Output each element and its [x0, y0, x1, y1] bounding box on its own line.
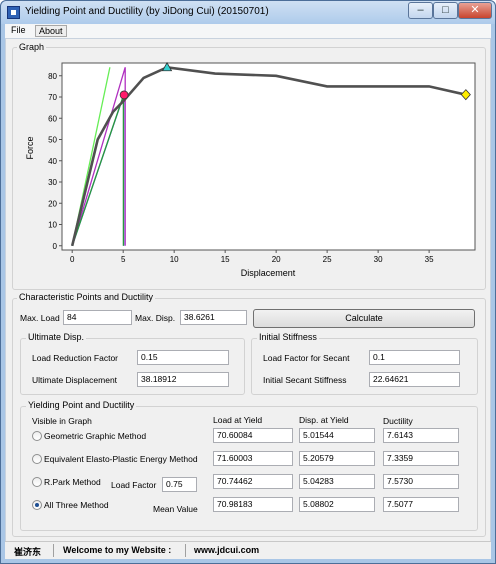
max-load-field[interactable]: 84 [63, 310, 132, 325]
max-disp-label: Max. Disp. [135, 313, 176, 323]
yield-disp-field[interactable]: 5.08802 [299, 497, 375, 512]
point-marker [161, 61, 173, 72]
force-displacement-chart: 0 5 10 15 20 25 30 35 0 10 20 30 40 50 60 70 80 Displace… [25, 61, 476, 278]
method-label[interactable]: R.Park Method [44, 477, 101, 487]
stiffness-group-label: Initial Stiffness [257, 332, 319, 342]
ultimate-displacement-label: Ultimate Displacement [32, 375, 118, 385]
status-separator [53, 544, 54, 557]
graph-group-label: Graph [17, 42, 47, 52]
method-radio[interactable] [32, 431, 42, 441]
x-tick-label: 35 [425, 255, 434, 264]
initial-secant-label: Initial Secant Stiffness [263, 375, 347, 385]
stiffness-group [251, 338, 478, 395]
method-label[interactable]: All Three Method [44, 500, 109, 510]
yield-ductility-field[interactable]: 7.5077 [383, 497, 459, 512]
menu-bar: File About [5, 24, 491, 38]
x-tick-label: 0 [70, 255, 75, 264]
status-website[interactable]: www.jdcui.com [194, 545, 260, 555]
status-bar: 崔济东 Welcome to my Website : www.jdcui.co… [5, 541, 491, 559]
header-load-at-yield: Load at Yield [213, 415, 263, 425]
calculate-button[interactable]: Calculate [253, 309, 475, 328]
ultimate-displacement-field[interactable]: 38.18912 [137, 372, 229, 387]
max-load-label: Max. Load [20, 313, 60, 323]
menu-file[interactable]: File [11, 25, 26, 35]
status-author: 崔济东 [14, 547, 42, 557]
main-panel: Graph 0 5 10 15 20 25 30 35 0 10 20 30 40 50 60 70 80 Di… [5, 38, 491, 559]
y-tick-label: 20 [48, 199, 57, 208]
x-tick-label: 15 [221, 255, 230, 264]
close-icon: ✕ [470, 4, 480, 16]
title-bar[interactable]: Yielding Point and Ductility (by JiDong … [1, 1, 495, 24]
menu-about[interactable]: About [35, 25, 67, 37]
mean-value-label: Mean Value [153, 504, 198, 514]
reduction-factor-label: Load Reduction Factor [32, 353, 118, 363]
minimize-icon: – [417, 4, 424, 16]
visible-in-graph-label: Visible in Graph [32, 416, 92, 426]
max-disp-field[interactable]: 38.6261 [180, 310, 247, 325]
maximize-icon: □ [442, 4, 449, 16]
load-factor-secant-label: Load Factor for Secant [263, 353, 350, 363]
y-axis-label: Force [25, 136, 35, 159]
characteristic-group-label: Characteristic Points and Ductility [17, 292, 156, 302]
x-tick-label: 10 [170, 255, 179, 264]
point-marker [460, 89, 471, 101]
yield-load-field[interactable]: 70.74462 [213, 474, 293, 489]
y-tick-label: 60 [48, 114, 57, 123]
y-tick-label: 40 [48, 157, 57, 166]
method-label[interactable]: Equivalent Elasto-Plastic Energy Method [44, 454, 198, 464]
characteristic-group [12, 298, 486, 537]
window-title: Yielding Point and Ductility (by JiDong … [25, 6, 269, 17]
y-tick-label: 30 [48, 178, 57, 187]
load-factor-secant-field[interactable]: 0.1 [369, 350, 460, 365]
series-line [71, 67, 126, 246]
status-welcome: Welcome to my Website : [63, 545, 172, 555]
yield-group-label: Yielding Point and Ductility [26, 400, 137, 410]
close-button[interactable]: ✕ [458, 2, 492, 19]
yield-group [20, 406, 478, 531]
y-tick-label: 80 [48, 72, 57, 81]
ultimate-group-label: Ultimate Disp. [26, 332, 87, 342]
reduction-factor-field[interactable]: 0.15 [137, 350, 229, 365]
header-ductility: Ductility [383, 416, 413, 426]
y-tick-label: 10 [48, 221, 57, 230]
method-label[interactable]: Geometric Graphic Method [44, 431, 147, 441]
yield-ductility-field[interactable]: 7.3359 [383, 451, 459, 466]
method-radio[interactable] [32, 500, 42, 510]
x-tick-label: 25 [323, 255, 332, 264]
point-marker [119, 90, 129, 100]
y-tick-label: 0 [53, 242, 58, 251]
app-icon [7, 6, 20, 19]
minimize-button[interactable]: – [408, 2, 433, 19]
yield-load-field[interactable]: 71.60003 [213, 451, 293, 466]
y-tick-label: 50 [48, 136, 57, 145]
header-disp-at-yield: Disp. at Yield [299, 415, 349, 425]
maximize-button[interactable]: □ [433, 2, 458, 19]
yield-disp-field[interactable]: 5.01544 [299, 428, 375, 443]
ultimate-group [20, 338, 245, 395]
x-tick-label: 30 [374, 255, 383, 264]
yield-ductility-field[interactable]: 7.5730 [383, 474, 459, 489]
initial-secant-field[interactable]: 22.64621 [369, 372, 460, 387]
park-load-factor-field[interactable]: 0.75 [162, 477, 197, 492]
y-tick-label: 70 [48, 93, 57, 102]
x-tick-label: 20 [272, 255, 281, 264]
method-radio[interactable] [32, 477, 42, 487]
yield-load-field[interactable]: 70.60084 [213, 428, 293, 443]
yield-disp-field[interactable]: 5.20579 [299, 451, 375, 466]
x-tick-label: 5 [121, 255, 126, 264]
yield-ductility-field[interactable]: 7.6143 [383, 428, 459, 443]
yield-disp-field[interactable]: 5.04283 [299, 474, 375, 489]
graph-group [12, 47, 486, 290]
x-axis-label: Displacement [241, 268, 296, 278]
method-radio[interactable] [32, 454, 42, 464]
status-separator [185, 544, 186, 557]
yield-load-field[interactable]: 70.98183 [213, 497, 293, 512]
load-factor-label: Load Factor [111, 480, 157, 490]
